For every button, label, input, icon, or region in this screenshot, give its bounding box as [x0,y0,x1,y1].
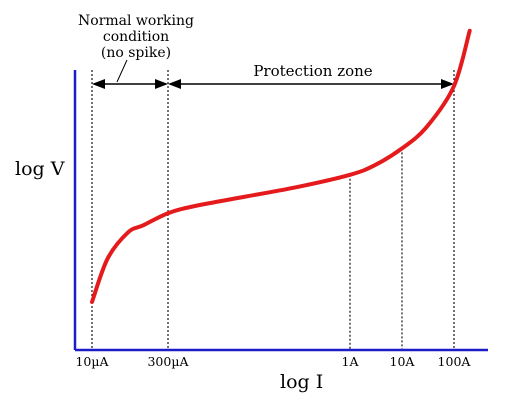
protection-zone-label: Protection zone [253,62,372,80]
range-arrows [92,79,454,89]
range-arrow-protection [168,79,454,89]
normal-working-label-line1: Normal working [78,13,194,29]
vi-curve [90,28,472,304]
x-tick-label: 1A [342,354,360,369]
normal-working-label-line3: (no spike) [101,45,171,61]
normal-working-pointer [116,59,128,83]
guide-lines [91,70,455,350]
x-tick-label: 100A [438,354,472,369]
y-axis-label: log V [15,158,65,180]
x-tick-labels: 10µA 300µA 1A 10A 100A [75,354,471,369]
range-arrow-normal [92,79,169,89]
normal-working-label-line2: condition [103,29,169,45]
x-tick-label: 10A [390,354,416,369]
x-tick-label: 300µA [147,354,189,369]
x-axis-label: log I [280,371,323,393]
x-tick-label: 10µA [75,354,109,369]
